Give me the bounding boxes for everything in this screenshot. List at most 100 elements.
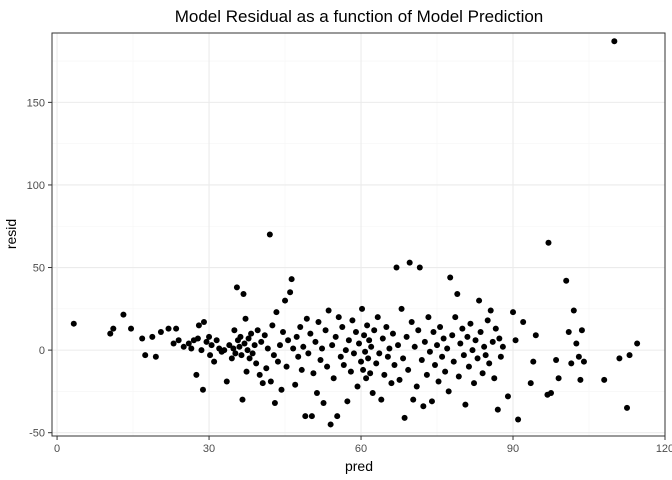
data-point [280, 328, 287, 335]
data-point [418, 357, 425, 364]
data-point [329, 342, 336, 349]
data-point [350, 350, 357, 357]
data-point [352, 328, 359, 335]
data-point [477, 328, 484, 335]
data-point [342, 347, 349, 354]
data-point [307, 330, 314, 337]
data-point [361, 332, 368, 339]
data-point [128, 325, 135, 332]
data-point [469, 347, 476, 354]
data-point [445, 388, 452, 395]
data-point [527, 380, 534, 387]
data-point [198, 347, 205, 354]
x-axis-title: pred [345, 458, 373, 474]
data-point [393, 264, 400, 271]
data-point [411, 343, 418, 350]
data-point [206, 333, 213, 340]
data-point [228, 355, 235, 362]
data-point [373, 360, 380, 367]
data-point [142, 352, 149, 359]
data-point [254, 327, 261, 334]
data-point [295, 353, 302, 360]
data-point [170, 340, 177, 347]
data-point [476, 297, 483, 304]
data-point [120, 311, 127, 318]
data-point [261, 332, 268, 339]
data-point [283, 363, 290, 370]
data-point [396, 376, 403, 383]
data-point [497, 353, 504, 360]
y-tick-label: 150 [27, 97, 45, 109]
data-point [447, 274, 454, 281]
data-point [334, 413, 341, 420]
data-point [437, 323, 444, 330]
data-point [416, 264, 423, 271]
data-point [601, 376, 608, 383]
data-point [194, 335, 201, 342]
data-point [515, 416, 522, 423]
data-point [319, 345, 326, 352]
data-point [496, 335, 503, 342]
data-point [580, 358, 587, 365]
data-point [459, 325, 466, 332]
data-point [410, 396, 417, 403]
data-point [249, 350, 256, 357]
data-point [403, 333, 410, 340]
data-point [449, 332, 456, 339]
data-point [293, 333, 300, 340]
x-axis-ticks: 0 30 60 90 120 [54, 436, 672, 455]
y-axis-ticks: -50 0 50 100 150 [27, 97, 52, 440]
y-tick-label: 100 [27, 180, 45, 192]
data-point [489, 338, 496, 345]
data-point [110, 325, 117, 332]
data-point [199, 386, 206, 393]
data-point [611, 38, 618, 45]
plot-panel [51, 32, 666, 437]
data-point [408, 319, 415, 326]
data-point [193, 371, 200, 378]
data-point [152, 353, 159, 360]
data-point [510, 309, 517, 316]
data-point [464, 333, 471, 340]
data-point [434, 342, 441, 349]
data-point [242, 315, 249, 322]
data-point [211, 358, 218, 365]
data-point [310, 370, 317, 377]
data-point [232, 350, 239, 357]
data-point [259, 380, 266, 387]
data-point [400, 355, 407, 362]
data-point [413, 383, 420, 390]
data-point [248, 330, 255, 337]
data-point [492, 325, 499, 332]
data-point [273, 309, 280, 316]
data-point [386, 345, 393, 352]
data-point [344, 398, 351, 405]
data-point [282, 297, 289, 304]
data-point [431, 361, 438, 368]
data-point [440, 335, 447, 342]
data-point [241, 340, 248, 347]
data-point [258, 338, 265, 345]
data-point [360, 366, 367, 373]
data-point [244, 347, 251, 354]
data-point [208, 342, 215, 349]
data-point [358, 358, 365, 365]
data-point [165, 325, 172, 332]
data-point [425, 314, 432, 321]
data-point [269, 322, 276, 329]
data-point [439, 353, 446, 360]
chart-title: Model Residual as a function of Model Pr… [175, 7, 544, 26]
data-point [616, 355, 623, 362]
data-point [139, 335, 146, 342]
y-tick-label: 0 [39, 345, 45, 357]
data-point [479, 370, 486, 377]
data-point [354, 383, 361, 390]
data-point [452, 314, 459, 321]
data-point [347, 368, 354, 375]
data-point [251, 342, 258, 349]
data-point [364, 322, 371, 329]
data-point [226, 342, 233, 349]
data-point [107, 330, 114, 337]
data-point [233, 284, 240, 291]
data-point [340, 361, 347, 368]
